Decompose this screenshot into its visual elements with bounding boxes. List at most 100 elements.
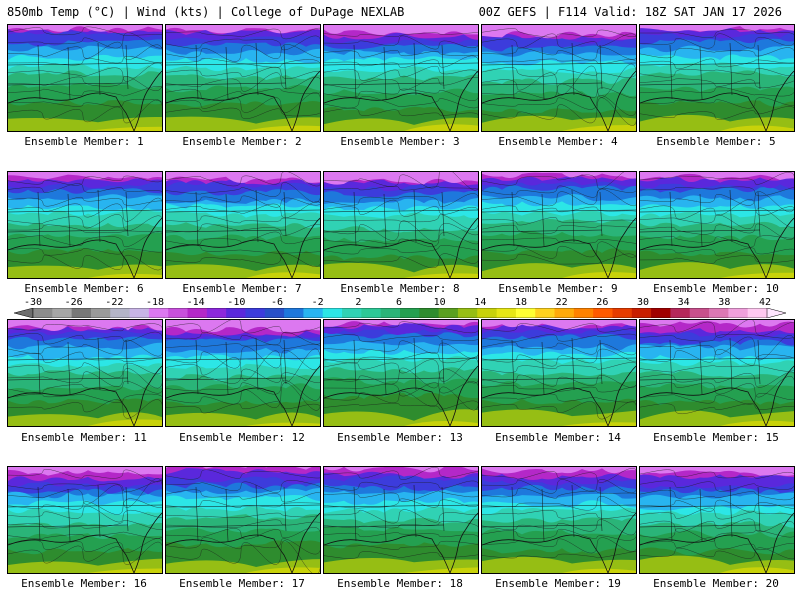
colorbar-swatch [438, 308, 459, 318]
colorbar-swatch [612, 308, 633, 318]
chart-title: 850mb Temp (°C) | Wind (kts) | College o… [7, 5, 405, 19]
ensemble-member-label: Ensemble Member: 6 [24, 282, 144, 295]
colorbar-swatch [593, 308, 613, 318]
temperature-map [482, 320, 636, 426]
colorbar-tick-label: -6 [270, 297, 284, 308]
temperature-map [166, 467, 320, 573]
ensemble-panel-11 [7, 319, 163, 427]
ensemble-member-label: Ensemble Member: 9 [498, 282, 618, 295]
colorbar-swatch [168, 308, 189, 318]
colorbar-tick-label: -10 [227, 297, 246, 308]
colorbar-tick-label: 6 [395, 297, 403, 308]
temperature-map [482, 25, 636, 131]
ensemble-member-label: Ensemble Member: 5 [656, 135, 776, 148]
ensemble-panel-17 [165, 466, 321, 574]
ensemble-member-label: Ensemble Member: 13 [337, 431, 463, 444]
colorbar-swatch [303, 308, 324, 318]
temperature-map [324, 25, 478, 131]
colorbar-swatch [284, 308, 304, 318]
temperature-map [8, 467, 162, 573]
colorbar-tick-label: -18 [145, 297, 165, 308]
ensemble-panel-18 [323, 466, 479, 574]
colorbar-swatch [709, 308, 729, 318]
colorbar-tick-label: 22 [555, 297, 568, 308]
ensemble-panel-15 [639, 319, 795, 427]
colorbar-tick-label: 42 [758, 297, 772, 308]
colorbar-tick-label: 34 [677, 297, 690, 308]
ensemble-member-label: Ensemble Member: 1 [24, 135, 144, 148]
ensemble-panel-19 [481, 466, 637, 574]
ensemble-member-label: Ensemble Member: 2 [182, 135, 302, 148]
ensemble-member-label: Ensemble Member: 7 [182, 282, 302, 295]
temperature-map [324, 172, 478, 278]
colorbar-swatch [419, 308, 440, 318]
colorbar-swatch [457, 308, 478, 318]
colorbar-swatch [71, 308, 92, 318]
colorbar-swatch [380, 308, 401, 318]
colorbar-swatch [52, 308, 73, 318]
ensemble-member-label: Ensemble Member: 12 [179, 431, 305, 444]
ensemble-panel-14 [481, 319, 637, 427]
colorbar-swatch [535, 308, 556, 318]
ensemble-member-label: Ensemble Member: 14 [495, 431, 621, 444]
temperature-map [482, 172, 636, 278]
colorbar [13, 308, 787, 318]
colorbar-tick-label: -30 [23, 297, 43, 308]
temperature-map [166, 172, 320, 278]
ensemble-panel-1 [7, 24, 163, 132]
ensemble-panel-10 [639, 171, 795, 279]
temperature-map [324, 467, 478, 573]
colorbar-arrow-right [766, 308, 787, 318]
colorbar-swatch [747, 308, 768, 318]
colorbar-tick-label: -14 [186, 297, 205, 308]
temperature-map [8, 172, 162, 278]
ensemble-panel-6 [7, 171, 163, 279]
colorbar-swatch [728, 308, 749, 318]
ensemble-member-label: Ensemble Member: 17 [179, 577, 305, 590]
ensemble-panel-12 [165, 319, 321, 427]
ensemble-panel-13 [323, 319, 479, 427]
colorbar-swatch [573, 308, 594, 318]
colorbar-swatch [264, 308, 285, 318]
colorbar-swatch [670, 308, 691, 318]
ensemble-panel-20 [639, 466, 795, 574]
temperature-map [8, 320, 162, 426]
colorbar-tick-label: 2 [355, 297, 362, 308]
colorbar-swatch [651, 308, 671, 318]
ensemble-panel-9 [481, 171, 637, 279]
temperature-map [640, 467, 794, 573]
ensemble-member-label: Ensemble Member: 19 [495, 577, 621, 590]
ensemble-panel-2 [165, 24, 321, 132]
ensemble-panel-8 [323, 171, 479, 279]
colorbar-swatch [342, 308, 362, 318]
colorbar-tick-label: -2 [311, 297, 324, 308]
colorbar-swatch [361, 308, 382, 318]
colorbar-swatch [110, 308, 131, 318]
colorbar-swatch [187, 308, 208, 318]
colorbar-swatch [206, 308, 227, 318]
colorbar-swatch [245, 308, 266, 318]
ensemble-panel-4 [481, 24, 637, 132]
ensemble-panel-5 [639, 24, 795, 132]
ensemble-member-label: Ensemble Member: 8 [340, 282, 460, 295]
ensemble-member-label: Ensemble Member: 16 [21, 577, 147, 590]
temperature-map [640, 25, 794, 131]
colorbar-swatch [226, 308, 246, 318]
ensemble-panel-7 [165, 171, 321, 279]
colorbar-swatch [515, 308, 536, 318]
temperature-map [482, 467, 636, 573]
temperature-map [8, 25, 162, 131]
colorbar-swatch [477, 308, 498, 318]
temperature-map [640, 320, 794, 426]
ensemble-member-label: Ensemble Member: 11 [21, 431, 147, 444]
colorbar-swatch [129, 308, 150, 318]
ensemble-panel-16 [7, 466, 163, 574]
colorbar-tick-label: 38 [718, 297, 731, 308]
ensemble-panel-3 [323, 24, 479, 132]
temperature-map [324, 320, 478, 426]
colorbar-swatch [90, 308, 111, 318]
colorbar-swatch [554, 308, 575, 318]
colorbar-swatch [400, 308, 420, 318]
temperature-map [640, 172, 794, 278]
colorbar-swatch [631, 308, 652, 318]
